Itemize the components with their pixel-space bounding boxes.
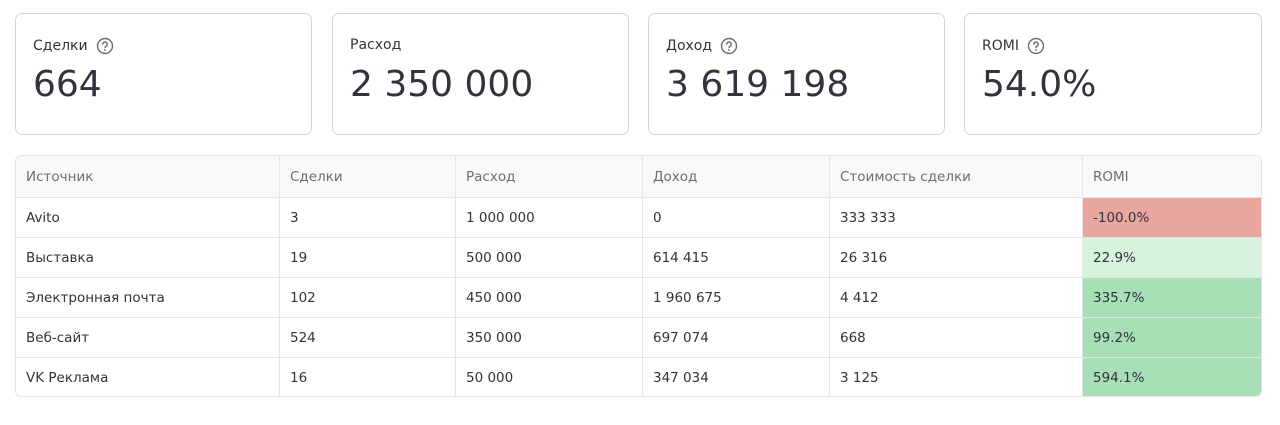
help-icon[interactable] xyxy=(1027,37,1045,55)
header-cell: Расход xyxy=(455,156,642,197)
table-cell: 524 xyxy=(279,318,455,358)
table-cell: 3 125 xyxy=(829,358,1082,396)
kpi-card: Расход 2 350 000 xyxy=(332,13,629,135)
table-cell: 22.9% xyxy=(1082,238,1261,278)
kpi-label-row: Доход xyxy=(666,37,738,55)
kpi-label-row: ROMI xyxy=(982,37,1045,55)
table-cell: 102 xyxy=(279,278,455,318)
table-cell: 350 000 xyxy=(455,318,642,358)
table-cell: Выставка xyxy=(26,250,94,266)
table-cell: 26 316 xyxy=(829,238,1082,278)
header-row: Источник Сделки Расход Доход Стоимость сделк… xyxy=(16,156,1261,197)
table-cell: 19 xyxy=(279,238,455,278)
table-cell: 614 415 xyxy=(642,238,829,278)
table-cell: 594.1% xyxy=(1082,358,1261,396)
table-cell: 697 074 xyxy=(642,318,829,358)
table-cell: 1 000 000 xyxy=(455,198,642,238)
table-cell: 335.7% xyxy=(1082,278,1261,318)
kpi-value: 54.0% xyxy=(982,64,1097,105)
kpi-label: Доход xyxy=(666,38,713,54)
header-cell: ROMI xyxy=(1082,156,1261,197)
table-row: VK Реклама 16 50 000 347 034 3 125 594.1% xyxy=(16,357,1261,396)
kpi-label-row: Сделки xyxy=(33,37,114,55)
table-cell: Электронная почта xyxy=(26,290,165,306)
table-cell: 668 xyxy=(829,318,1082,358)
kpi-label: Сделки xyxy=(33,38,88,54)
help-icon[interactable] xyxy=(720,37,738,55)
table-cell: Веб-сайт xyxy=(26,330,90,346)
table-cell: 4 412 xyxy=(829,278,1082,318)
kpi-card: ROMI 54.0% xyxy=(964,13,1262,135)
table-cell: 1 960 675 xyxy=(642,278,829,318)
kpi-label-row: Расход xyxy=(350,37,401,53)
kpi-card: Доход 3 619 198 xyxy=(648,13,945,135)
table-cell: -100.0% xyxy=(1082,198,1261,238)
header-cell: Сделки xyxy=(279,156,455,197)
table-row: Avito 3 1 000 000 0 333 333 -100.0% xyxy=(16,197,1261,238)
kpi-label: Расход xyxy=(350,37,402,53)
table-cell: 333 333 xyxy=(829,198,1082,238)
table-cell: VK Реклама xyxy=(26,370,109,386)
table-cell: 99.2% xyxy=(1082,318,1261,358)
kpi-value: 3 619 198 xyxy=(666,64,850,105)
kpi-value: 2 350 000 xyxy=(350,64,534,105)
table-row: Выставка 19 500 000 614 415 26 316 22.9% xyxy=(16,237,1261,278)
table-cell: 0 xyxy=(642,198,829,238)
table-cell: 3 xyxy=(279,198,455,238)
header-cell: Стоимость сделки xyxy=(829,156,1082,197)
help-icon[interactable] xyxy=(96,37,114,55)
table-cell: 500 000 xyxy=(455,238,642,278)
table-row: Электронная почта 102 450 000 1 960 675 4 41… xyxy=(16,277,1261,318)
kpi-label: ROMI xyxy=(982,38,1019,54)
data-table: Источник Сделки Расход Доход Стоимость сделк… xyxy=(15,155,1262,397)
kpi-value: 664 xyxy=(33,64,102,105)
header-cell: Источник xyxy=(26,168,94,185)
table-cell: 16 xyxy=(279,358,455,396)
table-cell: 450 000 xyxy=(455,278,642,318)
kpi-card: Сделки 664 xyxy=(15,13,312,135)
table-cell: 50 000 xyxy=(455,358,642,396)
table-cell: Avito xyxy=(26,210,60,226)
header-cell: Доход xyxy=(642,156,829,197)
table-row: Веб-сайт 524 350 000 697 074 668 99.2% xyxy=(16,317,1261,358)
table-cell: 347 034 xyxy=(642,358,829,396)
